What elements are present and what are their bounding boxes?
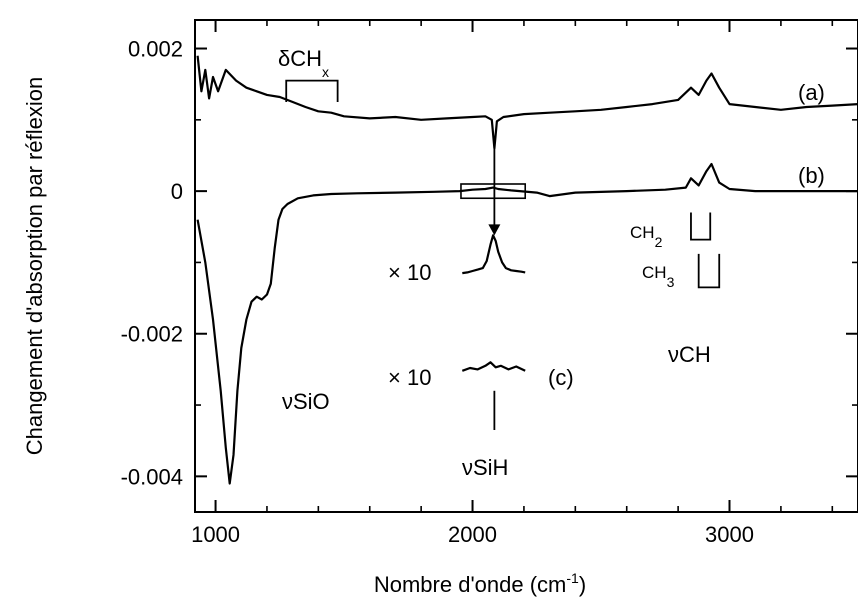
label-times10-top: × 10 — [388, 260, 431, 285]
y-tick-label-0: 0 — [171, 179, 183, 204]
label-ch2-sub: 2 — [655, 234, 663, 250]
x-axis-label-main: Nombre d'onde (cm — [374, 572, 567, 597]
data-curves — [196, 55, 858, 485]
x-axis-label-end: ) — [579, 572, 586, 597]
label-ch3: CH3 — [642, 263, 675, 290]
label-curve-b: (b) — [798, 163, 825, 188]
label-delta-ch-main: δCH — [278, 46, 322, 71]
plot-frame — [194, 19, 858, 513]
label-curve-a: (a) — [798, 80, 825, 105]
x-axis-label-sup: -1 — [566, 570, 579, 586]
y-tick-label--0.004: -0.004 — [121, 464, 183, 489]
label-nu-ch: νCH — [668, 342, 711, 367]
series-line-1 — [196, 162, 858, 485]
label-delta-ch-sub: x — [322, 64, 329, 80]
y-tick-label-0.002: 0.002 — [128, 37, 183, 62]
series-line-3 — [461, 361, 526, 372]
series-line-0 — [196, 55, 858, 150]
x-tick-label-2000: 2000 — [448, 522, 497, 547]
ch2-bracket — [690, 212, 712, 241]
label-ch3-sub: 3 — [667, 274, 675, 290]
x-axis-label: Nombre d'onde (cm-1) — [374, 570, 586, 597]
label-delta-ch: δCHx — [278, 46, 329, 80]
label-times10-bottom: × 10 — [388, 365, 431, 390]
label-curve-c: (c) — [548, 365, 574, 390]
label-ch2-main: CH — [630, 223, 655, 242]
x-tick-label-1000: 1000 — [191, 522, 240, 547]
zoom-arrow-head — [488, 224, 501, 236]
annotation-brackets — [285, 79, 721, 430]
y-tick-label--0.002: -0.002 — [121, 322, 183, 347]
delta-ch-bracket — [285, 79, 339, 102]
ch3-bracket — [697, 253, 721, 289]
label-nu-sih: νSiH — [462, 455, 508, 480]
label-ch2: CH2 — [630, 223, 663, 250]
series-line-2 — [462, 234, 526, 275]
x-tick-label-3000: 3000 — [705, 522, 754, 547]
label-nu-sio: νSiO — [282, 389, 330, 414]
zoom-box — [460, 183, 527, 200]
y-axis-label: Changement d'absorption par réflexion — [22, 77, 47, 455]
label-ch3-main: CH — [642, 263, 667, 282]
axis-ticks: 1000 2000 3000 0.002 0 -0.002 -0.004 — [121, 20, 858, 547]
